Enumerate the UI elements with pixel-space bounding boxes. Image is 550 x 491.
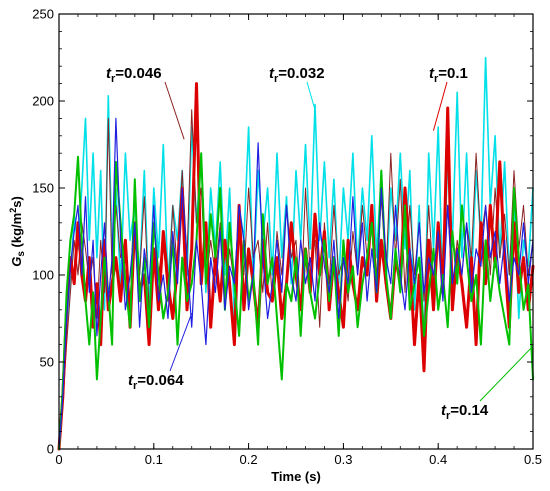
annotation-value: =0.046 <box>115 65 161 82</box>
annotation-symbol: t <box>106 65 112 82</box>
tick-labels-layer: 0 0.1 0.2 0.3 0.4 0.5 0 50 100 150 200 250 <box>32 7 542 468</box>
x-tick-label: 0.1 <box>145 452 163 467</box>
y-axis-title-units-superscript: 2 <box>8 208 18 213</box>
annotation-value: =0.064 <box>137 372 184 389</box>
annotation-value: =0.1 <box>438 65 468 82</box>
series-line <box>58 152 534 450</box>
y-axis-title-symbol: G <box>9 257 24 267</box>
y-tick-label: 0 <box>47 442 54 457</box>
y-axis-title-units-end: s) <box>9 196 24 208</box>
plot-frame <box>58 13 534 450</box>
annotation-leader <box>169 313 193 372</box>
annotation-value: =0.14 <box>450 402 489 419</box>
x-tick-label: 0.2 <box>240 452 258 467</box>
annotation-symbol: t <box>441 402 447 419</box>
annotation-leader <box>306 81 316 110</box>
y-tick-label: 200 <box>32 94 54 109</box>
y-tick-label: 100 <box>32 268 54 283</box>
y-axis-title-subscript: s <box>16 251 27 257</box>
annotation-subscript: r <box>133 380 138 392</box>
series-layer <box>57 56 535 451</box>
annotation-symbol: t <box>128 372 134 389</box>
annotation-subscript: r <box>446 410 451 422</box>
x-tick-label: 0 <box>55 452 62 467</box>
y-tick-label: 150 <box>32 181 54 196</box>
annotation-label: tr=0.064 <box>128 372 184 392</box>
annotation-label: tr=0.14 <box>441 402 489 422</box>
annotation-symbol: t <box>269 65 275 82</box>
annotation-symbol: t <box>429 65 435 82</box>
x-tick-label: 0.5 <box>524 452 542 467</box>
y-tick-label: 50 <box>40 355 54 370</box>
ticks-layer <box>58 13 534 450</box>
series-line <box>58 117 534 450</box>
x-tick-label: 0.4 <box>429 452 447 467</box>
annotation-leader <box>164 81 185 140</box>
annotation-label: tr=0.046 <box>106 65 162 85</box>
annotation-subscript: r <box>434 73 439 85</box>
annotation-label: tr=0.1 <box>429 65 468 85</box>
y-axis-title: Gs (kg/m2s) <box>8 196 27 267</box>
x-axis-title: Time (s) <box>271 469 321 484</box>
annotation-subscript: r <box>111 73 116 85</box>
annotation-value: =0.032 <box>278 65 324 82</box>
annotation-leader <box>432 81 448 131</box>
annotation-subscript: r <box>274 73 279 85</box>
annotation-label: tr=0.032 <box>269 65 325 85</box>
y-axis-title-units: (kg/m <box>9 213 24 251</box>
annotation-leader <box>479 347 532 402</box>
y-tick-label: 250 <box>32 7 54 22</box>
x-tick-label: 0.3 <box>334 452 352 467</box>
